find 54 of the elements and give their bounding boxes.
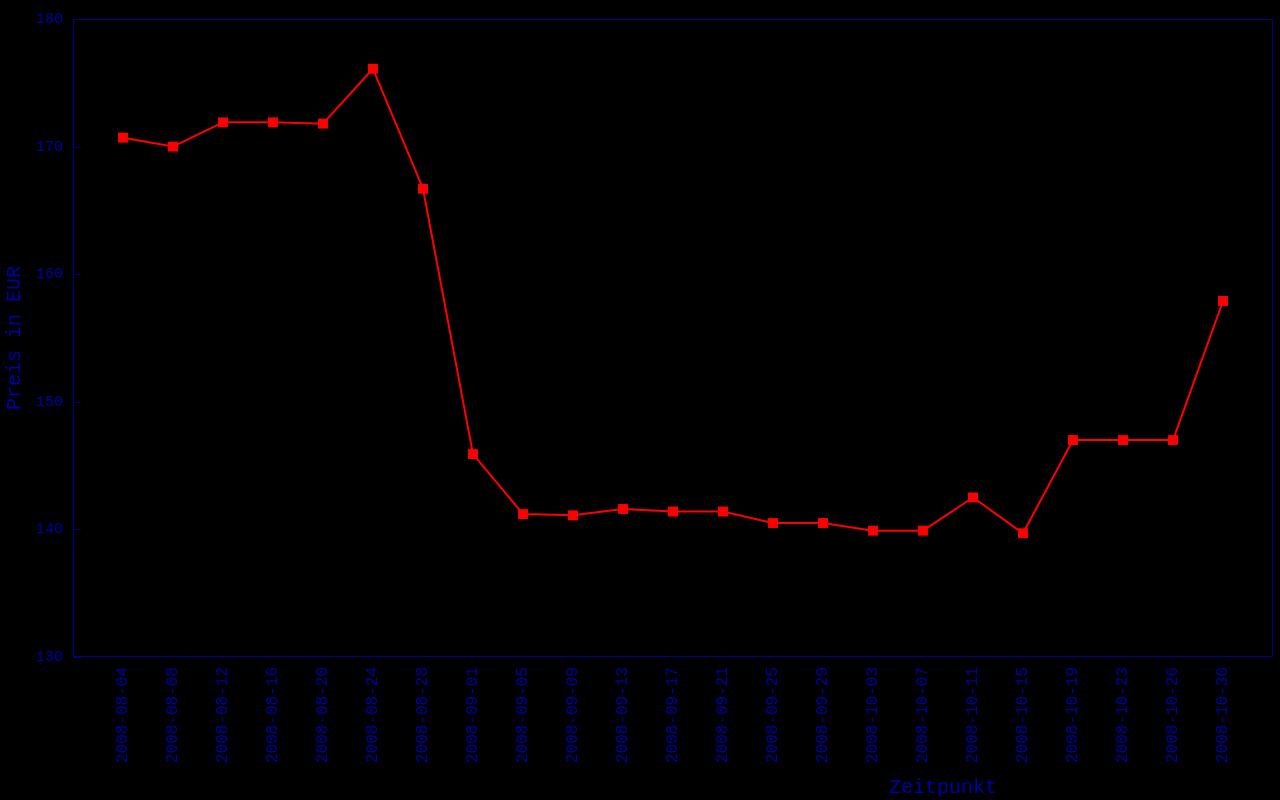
- x-tick-label: 2008-09-01: [464, 667, 483, 764]
- x-tick-label: 2008-10-23: [1114, 667, 1133, 764]
- y-tick-label: 140: [35, 521, 63, 539]
- y-tick-label: 130: [35, 648, 63, 666]
- x-tick-label: 2008-09-13: [614, 667, 633, 764]
- point: [868, 525, 878, 536]
- x-tick-label: 2008-09-21: [714, 667, 733, 764]
- x-tick-label: 2008-09-29: [814, 667, 833, 764]
- point: [418, 183, 428, 194]
- x-tick-label: 2008-08-24: [364, 667, 383, 764]
- x-tick-label: 2008-09-09: [564, 667, 583, 764]
- x-tick-label: 2008-10-11: [964, 667, 983, 764]
- point: [1118, 435, 1128, 446]
- point: [468, 449, 478, 460]
- y-axis-title: Preis in EUR: [3, 265, 27, 411]
- point: [918, 525, 928, 536]
- y-tick-label: 180: [35, 10, 63, 28]
- point: [968, 492, 978, 503]
- point: [668, 506, 678, 517]
- x-tick-label: 2008-10-15: [1014, 667, 1033, 764]
- x-tick-label: 2008-08-08: [164, 667, 183, 764]
- point: [268, 117, 278, 128]
- point: [818, 518, 828, 528]
- point: [318, 118, 328, 129]
- x-tick-label: 2008-10-03: [864, 667, 883, 764]
- x-tick-label: 2008-10-26: [1164, 667, 1183, 764]
- point: [368, 63, 378, 74]
- point: [218, 117, 228, 128]
- y-tick-label: 150: [35, 393, 63, 411]
- point: [768, 518, 778, 528]
- point: [1068, 435, 1078, 446]
- point: [118, 132, 128, 143]
- x-tick-label: 2008-08-04: [114, 667, 133, 764]
- x-tick-label: 2008-08-28: [414, 667, 433, 764]
- point: [618, 504, 628, 514]
- x-tick-label: 2008-09-05: [514, 667, 533, 764]
- x-tick-label: 2008-08-12: [214, 667, 233, 764]
- x-tick-label: 2008-08-16: [264, 667, 283, 764]
- x-tick-label: 2008-09-17: [664, 667, 683, 764]
- x-tick-label: 2008-09-25: [764, 667, 783, 764]
- y-tick-label: 160: [35, 266, 63, 284]
- point: [568, 510, 578, 521]
- x-tick-label: 2008-08-20: [314, 667, 333, 764]
- x-tick-label: 2008-10-19: [1064, 667, 1083, 764]
- point: [518, 509, 528, 520]
- point: [168, 141, 178, 152]
- point: [718, 506, 728, 517]
- point: [1218, 296, 1228, 306]
- x-tick-label: 2008-10-07: [914, 667, 933, 764]
- x-axis-title: Zeitpunkt: [888, 776, 998, 800]
- y-tick-label: 170: [35, 138, 63, 156]
- x-tick-label: 2008-10-30: [1214, 667, 1233, 764]
- point: [1168, 435, 1178, 446]
- point: [1018, 528, 1028, 539]
